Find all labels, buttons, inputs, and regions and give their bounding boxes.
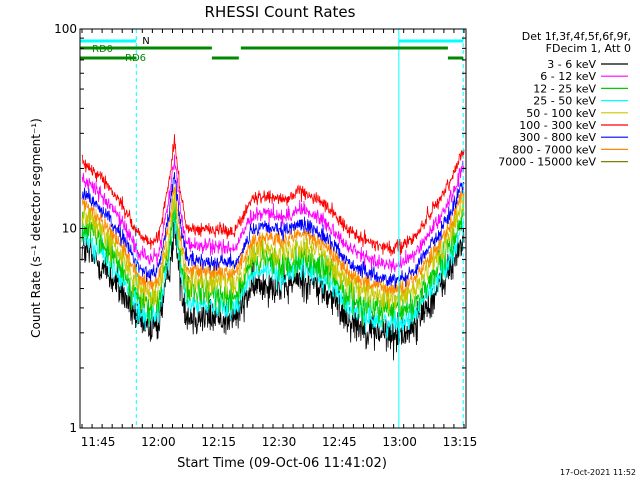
- legend-label: 300 - 800 keV: [519, 131, 596, 144]
- y-tick-label: 10: [62, 222, 77, 236]
- legend-label: 100 - 300 keV: [519, 119, 596, 132]
- x-tick-label: 12:00: [141, 435, 176, 449]
- y-tick-label: 100: [54, 22, 77, 36]
- series-line-7: [81, 186, 465, 296]
- night-label: N: [142, 36, 149, 47]
- x-tick-label: 12:45: [322, 435, 357, 449]
- legend-label: 3 - 6 keV: [547, 58, 596, 71]
- series-line-3: [81, 207, 465, 339]
- generated-timestamp: 17-Oct-2021 11:52: [560, 468, 636, 477]
- y-axis-label: Count Rate (s⁻¹ detector segment⁻¹): [29, 118, 43, 338]
- x-tick-label: 11:45: [81, 435, 116, 449]
- series-line-1: [81, 154, 465, 273]
- axes: 1 10 100 11:45 12:00 12:15 12:30 12:45 13:00 13:1…: [54, 22, 477, 449]
- x-tick-label: 12:15: [201, 435, 236, 449]
- legend: Det 1f,3f,4f,5f,6f,9f, FDecim 1, Att 0 3…: [498, 30, 631, 169]
- series-line-6: [81, 172, 465, 289]
- y-tick-label: 1: [69, 421, 77, 435]
- rd6-label: RD6: [125, 53, 146, 64]
- legend-label: 800 - 7000 keV: [512, 143, 596, 156]
- x-tick-label: 13:00: [382, 435, 417, 449]
- legend-label: 12 - 25 keV: [533, 82, 596, 95]
- legend-header-line-2: FDecim 1, Att 0: [546, 42, 631, 55]
- rd0-label: RD0: [92, 44, 113, 55]
- legend-header-line-1: Det 1f,3f,4f,5f,6f,9f,: [522, 30, 631, 43]
- series-line-5: [81, 134, 465, 257]
- legend-label: 50 - 100 keV: [526, 107, 596, 120]
- x-tick-label: 13:15: [443, 435, 478, 449]
- legend-label: 6 - 12 keV: [540, 70, 596, 83]
- legend-label: 7000 - 15000 keV: [498, 156, 596, 169]
- legend-label: 25 - 50 keV: [533, 95, 596, 108]
- x-tick-label: 12:30: [262, 435, 297, 449]
- x-axis-label: Start Time (09-Oct-06 11:41:02): [177, 456, 387, 471]
- chart-title: RHESSI Count Rates: [205, 3, 356, 21]
